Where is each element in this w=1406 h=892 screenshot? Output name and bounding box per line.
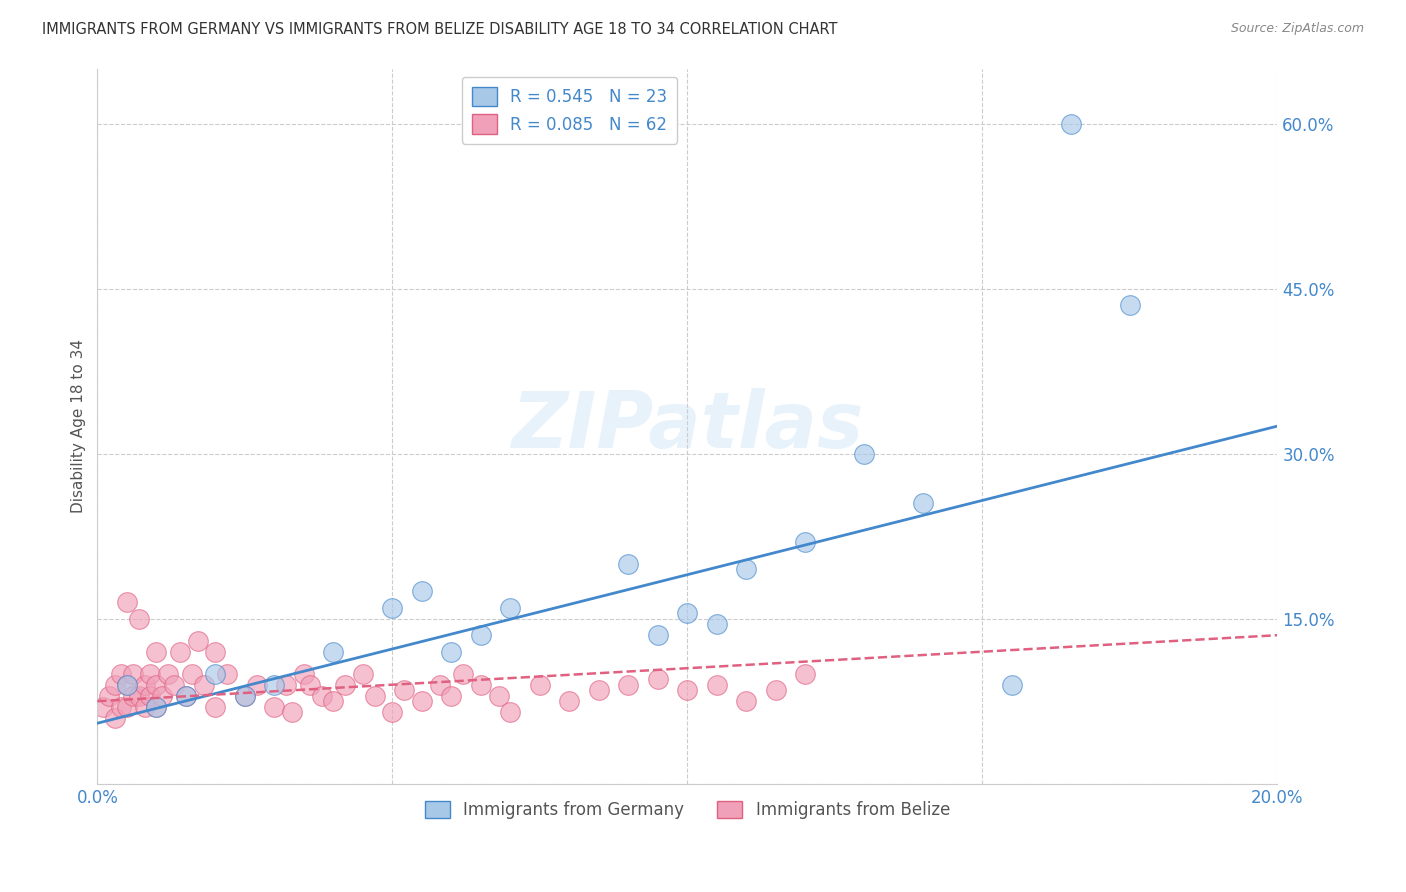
Point	[157, 666, 180, 681]
Point	[217, 666, 239, 681]
Point	[311, 689, 333, 703]
Point	[794, 534, 817, 549]
Point	[104, 711, 127, 725]
Point	[193, 678, 215, 692]
Point	[499, 600, 522, 615]
Point	[98, 689, 121, 703]
Point	[298, 678, 321, 692]
Point	[115, 678, 138, 692]
Point	[322, 694, 344, 708]
Point	[128, 689, 150, 703]
Point	[204, 699, 226, 714]
Point	[115, 678, 138, 692]
Point	[647, 672, 669, 686]
Point	[263, 678, 285, 692]
Point	[104, 678, 127, 692]
Point	[134, 678, 156, 692]
Point	[263, 699, 285, 714]
Point	[169, 645, 191, 659]
Point	[706, 678, 728, 692]
Point	[145, 645, 167, 659]
Point	[204, 645, 226, 659]
Point	[617, 557, 640, 571]
Point	[912, 496, 935, 510]
Point	[451, 666, 474, 681]
Point	[121, 689, 143, 703]
Text: ZIPatlas: ZIPatlas	[512, 388, 863, 464]
Point	[281, 705, 304, 719]
Point	[110, 699, 132, 714]
Point	[529, 678, 551, 692]
Point	[676, 606, 699, 620]
Point	[765, 683, 787, 698]
Point	[853, 447, 876, 461]
Point	[204, 666, 226, 681]
Point	[1119, 298, 1142, 312]
Point	[145, 678, 167, 692]
Text: Source: ZipAtlas.com: Source: ZipAtlas.com	[1230, 22, 1364, 36]
Point	[558, 694, 581, 708]
Point	[1001, 678, 1024, 692]
Point	[392, 683, 415, 698]
Legend: Immigrants from Germany, Immigrants from Belize: Immigrants from Germany, Immigrants from…	[418, 794, 956, 825]
Point	[145, 699, 167, 714]
Point	[276, 678, 298, 692]
Point	[233, 689, 256, 703]
Point	[352, 666, 374, 681]
Point	[470, 628, 492, 642]
Point	[187, 633, 209, 648]
Point	[488, 689, 510, 703]
Point	[411, 584, 433, 599]
Point	[411, 694, 433, 708]
Point	[794, 666, 817, 681]
Point	[440, 645, 463, 659]
Point	[588, 683, 610, 698]
Point	[246, 678, 269, 692]
Point	[363, 689, 385, 703]
Point	[134, 699, 156, 714]
Point	[150, 689, 173, 703]
Point	[139, 689, 162, 703]
Text: IMMIGRANTS FROM GERMANY VS IMMIGRANTS FROM BELIZE DISABILITY AGE 18 TO 34 CORREL: IMMIGRANTS FROM GERMANY VS IMMIGRANTS FR…	[42, 22, 838, 37]
Point	[91, 699, 114, 714]
Point	[145, 699, 167, 714]
Point	[110, 666, 132, 681]
Point	[470, 678, 492, 692]
Point	[735, 694, 758, 708]
Point	[322, 645, 344, 659]
Point	[381, 600, 404, 615]
Point	[381, 705, 404, 719]
Y-axis label: Disability Age 18 to 34: Disability Age 18 to 34	[72, 339, 86, 513]
Point	[163, 678, 186, 692]
Point	[735, 562, 758, 576]
Point	[115, 699, 138, 714]
Point	[1060, 116, 1083, 130]
Point	[139, 666, 162, 681]
Point	[115, 595, 138, 609]
Point	[499, 705, 522, 719]
Point	[174, 689, 197, 703]
Point	[333, 678, 356, 692]
Point	[617, 678, 640, 692]
Point	[429, 678, 451, 692]
Point	[440, 689, 463, 703]
Point	[647, 628, 669, 642]
Point	[121, 666, 143, 681]
Point	[676, 683, 699, 698]
Point	[180, 666, 202, 681]
Point	[128, 612, 150, 626]
Point	[706, 617, 728, 632]
Point	[292, 666, 315, 681]
Point	[174, 689, 197, 703]
Point	[233, 689, 256, 703]
